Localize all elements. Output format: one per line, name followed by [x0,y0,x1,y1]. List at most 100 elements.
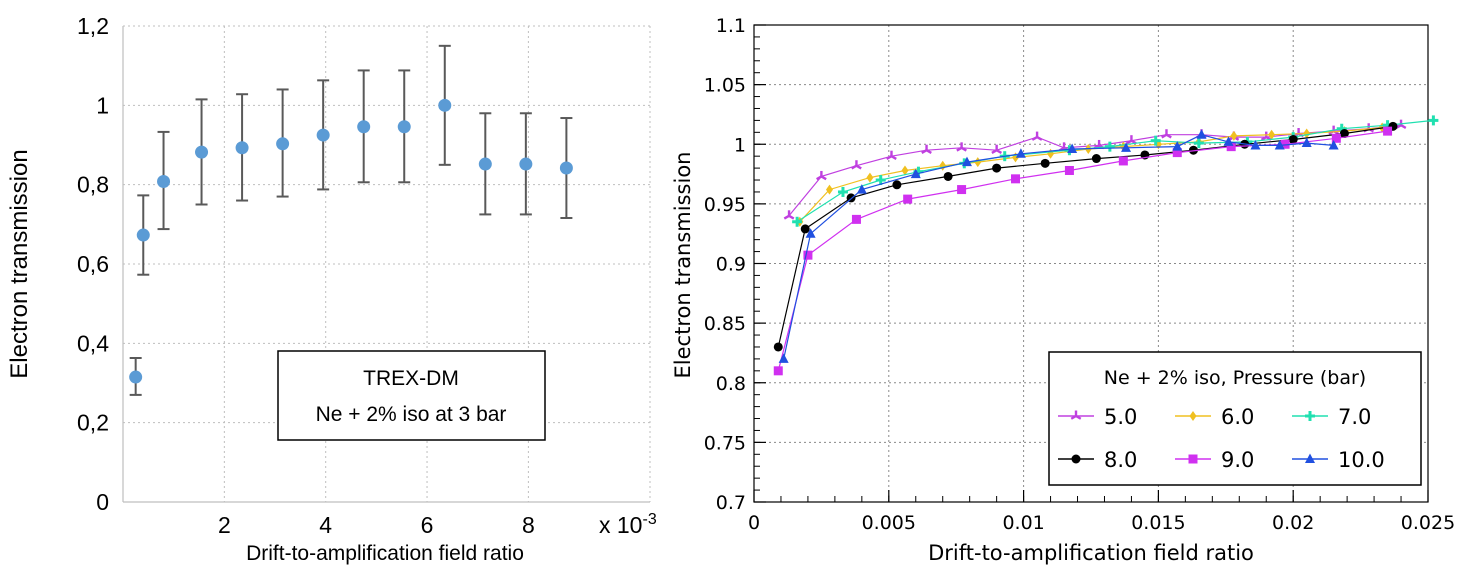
legend-item-5.0: 5.0 [1058,405,1137,429]
series-point [961,156,972,167]
series-point [816,170,827,181]
series-point [1121,142,1132,152]
data-point [357,120,371,134]
right-legend: Ne + 2% iso, Pressure (bar) 5.0 6.0 7.0 8.0… [1048,351,1422,486]
series-point [1303,128,1311,139]
series-point [943,171,953,181]
legend-title: Ne + 2% iso, Pressure (bar) [1104,367,1366,389]
right-y-axis-label: Electron transmission [671,152,695,379]
legend-marker [1305,411,1315,421]
legend-label: 7.0 [1338,405,1371,429]
series-point [1230,130,1238,141]
series-point [1288,134,1298,144]
right-y-tick-label: 0.9 [716,254,746,276]
data-point [397,120,411,134]
series-point [792,216,803,227]
right-y-tick-label: 0.7 [716,492,746,514]
series-point [1328,139,1339,150]
left-y-tick-label: 0,2 [77,410,109,436]
series-point [1031,131,1043,141]
series-point [875,175,886,186]
right-y-tick-label: 0.85 [704,313,746,335]
right-x-tick-label: 0.015 [1131,512,1185,534]
left-y-tick-label: 0,4 [77,330,109,356]
left-y-tick-label: 1,2 [77,13,109,39]
series-point [992,163,1002,173]
legend-marker [1071,454,1081,464]
legend-item-7.0: 7.0 [1292,405,1371,429]
series-point [956,142,967,152]
series-point [1193,138,1204,149]
series-point [778,353,789,363]
series-point [773,342,783,352]
series-point [851,214,861,224]
right-plot-frame [753,24,1429,503]
data-point [519,157,533,171]
left-x-tick-label: 8 [522,512,535,538]
series-point [1015,148,1026,158]
legend-label: 5.0 [1104,405,1137,429]
series-point [1104,141,1115,152]
series-point [783,210,795,220]
series-point [1226,142,1236,152]
legend-label: 6.0 [1221,405,1254,429]
data-point [316,128,330,142]
series-point [800,224,810,234]
right-x-tick-label: 0.01 [1002,512,1044,534]
legend-marker [1305,453,1315,463]
right-y-tick-label: 0.95 [704,194,746,216]
series-point [1196,129,1207,139]
series-point [866,172,874,183]
right-x-tick-labels: 0 0.005 0.01 0.015 0.02 0.025 [748,512,1455,534]
left-chart: 0 0,2 0,4 0,6 0,8 1 1,2 2 4 6 8 x 10-3 Drift-to-a… [6,13,657,565]
series-point [1339,129,1349,139]
right-series [773,115,1439,376]
series-point [805,228,816,238]
right-y-tick-label: 1.05 [704,75,746,97]
right-y-tick-label: 1 [734,134,746,156]
legend-label: 8.0 [1104,448,1137,472]
series-point [910,168,921,179]
right-chart: 0.7 0.75 0.8 0.85 0.9 0.95 1 1.05 1.1 0 0.005 0.01… [671,15,1455,565]
data-point [129,370,143,384]
series-point [1011,174,1021,184]
series-point [1064,165,1074,175]
left-x-multiplier: x 10-3 [599,511,657,538]
right-y-tick-label: 0.75 [704,432,746,454]
left-y-tick-label: 1 [96,92,109,118]
left-annotation-box: TREX-DM Ne + 2% iso at 3 bar [277,350,546,441]
data-point [276,137,290,151]
series-point [892,180,902,190]
left-x-axis-label: Drift-to-amplification field ratio [246,542,524,565]
series-point [1091,154,1101,164]
left-x-tick-labels: 2 4 6 8 [218,512,535,538]
series-point [903,194,913,204]
legend-items: 5.0 6.0 7.0 8.0 9.0 10.0 [1058,405,1385,472]
data-point [478,157,492,171]
left-data-points [129,98,573,384]
data-point [235,141,249,155]
series-10.0 [778,129,1339,363]
series-point [1172,148,1182,158]
series-point [825,184,833,195]
legend-item-10.0: 10.0 [1292,448,1385,472]
right-x-tick-label: 0 [748,512,760,534]
series-point [1161,129,1172,139]
legend-item-9.0: 9.0 [1175,448,1254,472]
series-point [1067,143,1078,154]
series-point [901,165,909,176]
legend-item-8.0: 8.0 [1058,448,1137,472]
data-point [438,98,452,112]
right-y-tick-label: 0.8 [716,373,746,395]
series-point [1118,156,1128,166]
series-5.0 [783,119,1407,220]
right-y-tick-labels: 0.7 0.75 0.8 0.85 0.9 0.95 1 1.05 1.1 [704,15,746,514]
series-point [1383,126,1393,136]
right-y-tick-label: 1.1 [716,15,746,37]
left-y-axis-label: Electron transmission [6,149,33,378]
right-x-tick-label: 0.025 [1401,512,1455,534]
series-point [856,184,867,194]
right-x-tick-label: 0.02 [1272,512,1314,534]
left-y-tick-labels: 0 0,2 0,4 0,6 0,8 1 1,2 [77,13,109,515]
